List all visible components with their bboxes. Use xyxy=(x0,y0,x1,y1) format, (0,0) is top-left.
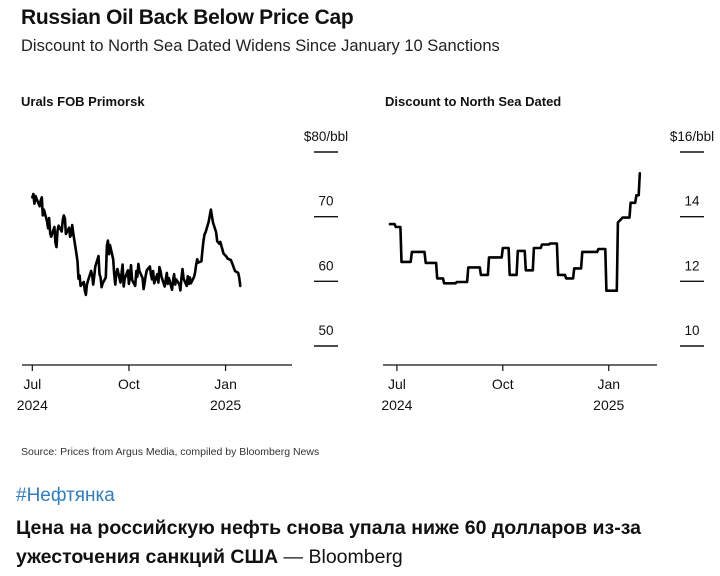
y-tick-label: 50 xyxy=(318,323,333,338)
y-tick-label: $80/bbl xyxy=(304,129,348,144)
caption-source: — Bloomberg xyxy=(278,546,403,568)
y-tick-label: 70 xyxy=(318,194,333,209)
series-line xyxy=(30,192,242,297)
x-tick-label: Jul xyxy=(388,376,406,392)
x-tick-label: Jul xyxy=(23,376,41,392)
y-tick-label: 12 xyxy=(684,258,699,273)
x-tick-year-label: 2025 xyxy=(210,397,241,413)
panel-title: Urals FOB Primorsk xyxy=(21,94,145,109)
x-tick-year-label: 2024 xyxy=(17,397,48,413)
source-note: Source: Prices from Argus Media, compile… xyxy=(21,446,320,458)
y-tick-label: 60 xyxy=(318,258,333,273)
x-tick-year-label: 2025 xyxy=(593,397,624,413)
panel-discount: Discount to North Sea Dated $16/bbl 14 12 10… xyxy=(381,94,714,413)
y-tick-label: $16/bbl xyxy=(670,129,714,144)
charts-canvas: Urals FOB Primorsk $80/bbl 70 60 50 Jul 2024 Oc… xyxy=(17,94,714,413)
panel-urals: Urals FOB Primorsk $80/bbl 70 60 50 Jul 2024 Oc… xyxy=(17,94,348,413)
caption-text: Цена на российскую нефть снова упала ниж… xyxy=(16,517,641,568)
x-tick-label: Jan xyxy=(597,376,620,392)
chart-title: Russian Oil Back Below Price Cap xyxy=(21,6,354,29)
y-tick-label: 10 xyxy=(684,323,699,338)
x-tick-year-label: 2024 xyxy=(381,397,412,413)
post-caption: Цена на российскую нефть снова упала ниж… xyxy=(16,514,716,572)
hashtag-link[interactable]: #Нефтянка xyxy=(16,485,115,506)
panel-title: Discount to North Sea Dated xyxy=(385,94,561,109)
chart-subtitle: Discount to North Sea Dated Widens Since… xyxy=(21,37,500,55)
y-tick-label: 14 xyxy=(684,194,700,209)
x-tick-label: Oct xyxy=(118,376,140,392)
x-tick-label: Jan xyxy=(214,376,237,392)
x-tick-label: Oct xyxy=(492,376,514,392)
series-line xyxy=(388,172,642,292)
